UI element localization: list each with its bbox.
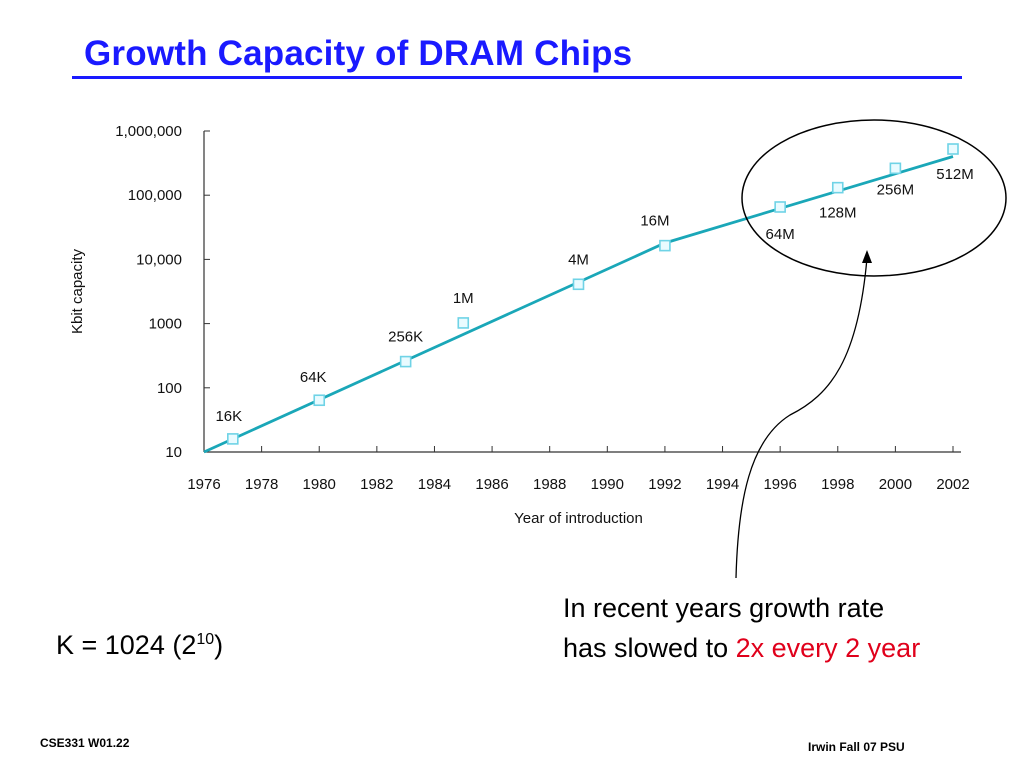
data-point-256M	[889, 162, 902, 175]
data-point-128M	[831, 181, 844, 194]
x-tick-label-8: 1992	[648, 476, 681, 493]
x-tick-label-0: 1976	[187, 476, 220, 493]
y-tick-label-0: 10	[165, 444, 182, 461]
x-tick-label-7: 1990	[591, 476, 624, 493]
x-tick-label-5: 1986	[475, 476, 508, 493]
trend-line	[203, 155, 954, 454]
data-label-16M: 16M	[640, 213, 669, 230]
dram-capacity-chart: Year of introduction Kbit capacity 10 100 1…	[69, 119, 1007, 579]
x-axis-label: Year of introduction	[514, 510, 643, 527]
x-tick-label-1: 1978	[245, 476, 278, 493]
k-definition: K = 1024 (210)	[56, 630, 223, 661]
x-tick-label-13: 2002	[936, 476, 969, 493]
callout-arrow	[735, 257, 868, 579]
y-tick-label-3: 10,000	[136, 251, 182, 268]
data-point-4M	[572, 278, 585, 291]
data-label-128M: 128M	[819, 205, 857, 222]
highlight-ellipse	[741, 119, 1007, 277]
callout-arrowhead	[862, 250, 872, 263]
data-label-64M: 64M	[766, 226, 795, 243]
data-point-256K	[399, 355, 412, 368]
y-axis-label: Kbit capacity	[69, 248, 86, 334]
x-tick-label-2: 1980	[303, 476, 336, 493]
data-label-4M: 4M	[568, 251, 589, 268]
data-label-256M: 256M	[877, 181, 915, 198]
data-point-64M	[774, 201, 786, 213]
x-tick-label-4: 1984	[418, 476, 451, 493]
data-label-512M: 512M	[936, 166, 974, 183]
y-tick-label-5: 1,000,000	[115, 123, 182, 140]
x-tick-label-9: 1994	[706, 476, 739, 493]
y-tick-label-4: 100,000	[128, 187, 182, 204]
slide-title: Growth Capacity of DRAM Chips	[84, 34, 633, 73]
data-point-512M	[947, 143, 959, 155]
note-highlight: 2x every 2 year	[735, 633, 921, 663]
data-point-64K	[313, 394, 326, 407]
k-definition-main: K = 1024 (2	[56, 630, 197, 660]
data-label-256K: 256K	[388, 329, 423, 346]
growth-note: In recent years growth rate has slowed t…	[563, 588, 923, 668]
data-point-16M	[659, 239, 671, 252]
x-tick-label-12: 2000	[879, 476, 912, 493]
data-label-16K: 16K	[215, 408, 242, 425]
note-text: In recent years growth rate has slowed t…	[563, 593, 885, 663]
x-tick-label-6: 1988	[533, 476, 566, 493]
data-label-1M: 1M	[453, 290, 474, 307]
x-tick-label-10: 1996	[763, 476, 796, 493]
y-tick-label-1: 100	[157, 380, 182, 397]
k-definition-exponent: 10	[196, 631, 215, 648]
data-point-16K	[227, 433, 239, 445]
x-tick-label-3: 1982	[360, 476, 393, 493]
y-tick-label-2: 1000	[149, 316, 182, 333]
data-label-64K: 64K	[300, 369, 327, 386]
k-definition-close: )	[214, 630, 224, 660]
data-point-1M	[457, 317, 470, 329]
title-underline	[72, 76, 962, 79]
footer-course: CSE331 W01.22	[40, 736, 130, 750]
footer-author: Irwin Fall 07 PSU	[808, 740, 905, 754]
x-tick-label-11: 1998	[821, 476, 854, 493]
